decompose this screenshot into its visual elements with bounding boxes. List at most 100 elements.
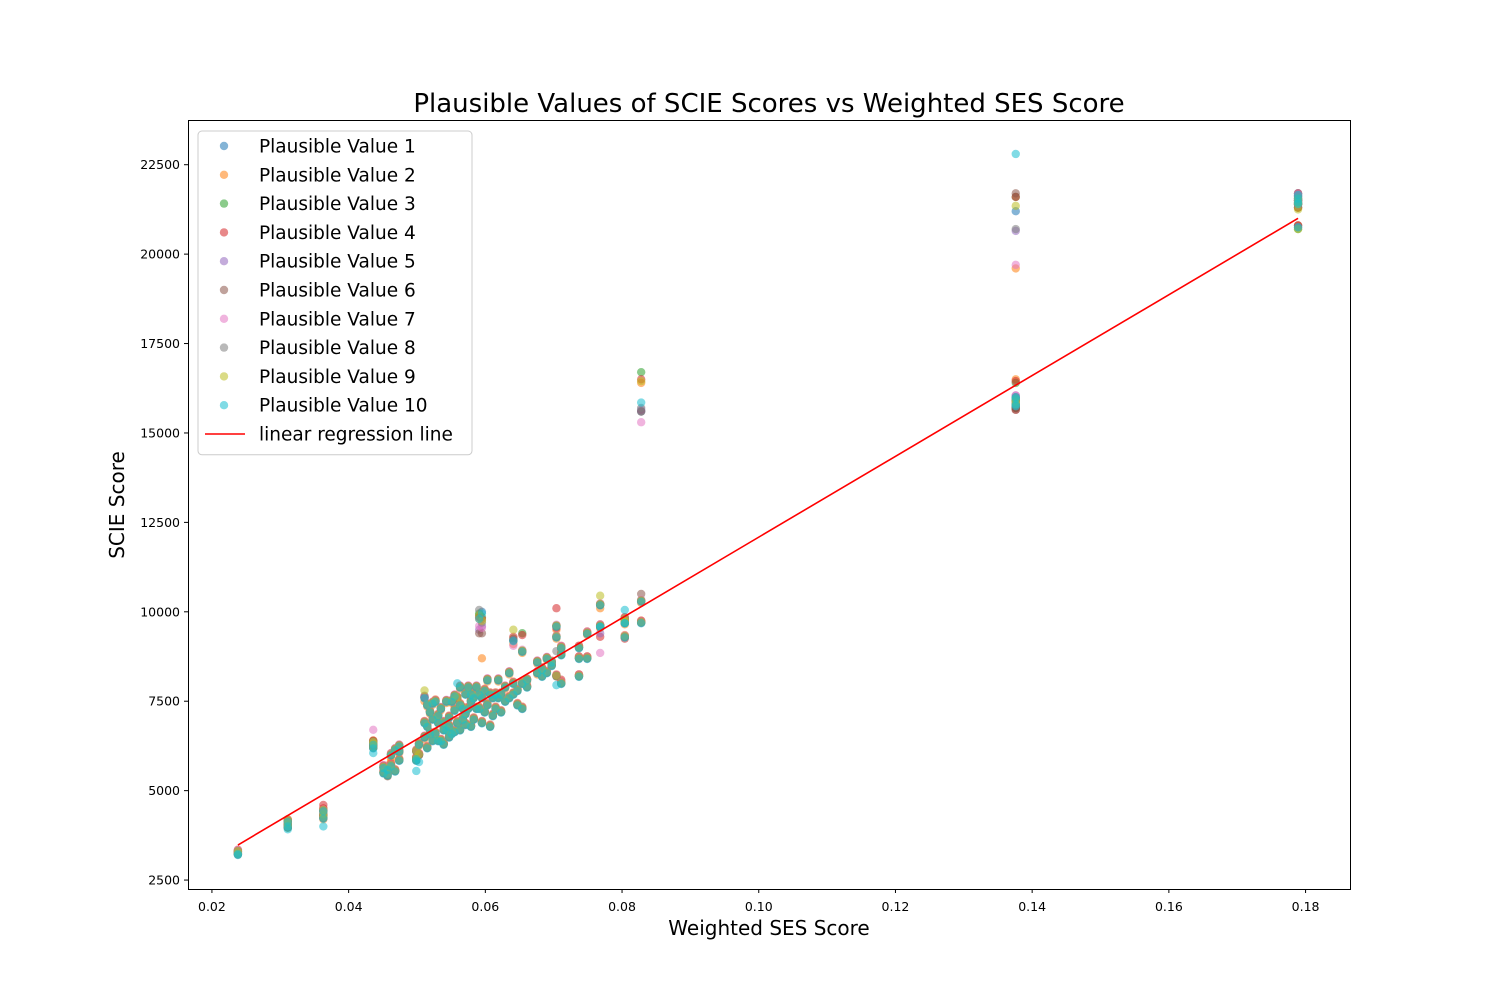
scatter-point-series-10	[557, 679, 566, 689]
scatter-point-series-10	[513, 687, 522, 696]
scatter-point-series-10	[574, 672, 584, 682]
x-tick-label: 0.16	[1155, 899, 1183, 914]
scatter-point-series-10	[1011, 400, 1020, 409]
scatter-point-series-10	[464, 683, 473, 692]
scatter-point-series-10	[233, 850, 243, 860]
scatter-point-series-10	[485, 722, 495, 732]
scatter-point-series-10	[395, 756, 404, 766]
scatter-point-series-10	[505, 669, 514, 678]
legend-label: Plausible Value 3	[259, 194, 416, 215]
legend: Plausible Value 1 Plausible Value 2 Plausi…	[197, 130, 473, 456]
scatter-point-series-6	[1011, 189, 1020, 198]
scatter-point-series-8	[1011, 224, 1020, 234]
scatter-point-series-10	[1293, 223, 1303, 232]
legend-marker	[219, 257, 229, 266]
scatter-point-series-10	[444, 722, 454, 732]
legend-label: Plausible Value 6	[259, 281, 416, 302]
legend-box	[197, 130, 473, 456]
scatter-point-series-10	[547, 661, 556, 671]
scatter-point-series-10	[420, 694, 429, 703]
scatter-point-series-10	[620, 633, 629, 642]
scatter-point-series-10	[425, 708, 435, 717]
scatter-point-series-10	[552, 633, 561, 642]
scatter-point-series-10	[477, 719, 487, 728]
scatter-point-series-10	[283, 817, 292, 827]
legend-marker	[219, 199, 229, 208]
scatter-point-series-10	[1011, 149, 1020, 159]
scatter-point-series-4	[552, 604, 561, 613]
scatter-point-series-10	[542, 669, 552, 678]
scatter-point-series-10	[636, 619, 646, 628]
legend-label: Plausible Value 10	[259, 396, 428, 417]
y-tick-label: 17500	[140, 336, 180, 351]
y-tick-label: 10000	[140, 604, 180, 619]
scatter-point-series-10	[319, 814, 328, 823]
scatter-point-series-10	[436, 704, 446, 714]
legend-marker	[219, 170, 229, 179]
scatter-point-series-9	[420, 686, 429, 695]
scatter-point-series-10	[477, 694, 487, 703]
scatter-point-series-10	[574, 654, 584, 664]
scatter-point-series-10	[595, 601, 605, 610]
scatter-point-series-7	[636, 418, 646, 427]
x-tick-label: 0.18	[1292, 899, 1320, 914]
scatter-point-series-10	[455, 683, 465, 692]
x-tick-label: 0.12	[882, 899, 910, 914]
scatter-point-series-10	[518, 647, 527, 657]
scatter-point-series-10	[477, 609, 487, 618]
scatter-point-series-10	[620, 619, 629, 628]
scatter-point-series-10	[455, 726, 465, 735]
x-tick-label: 0.14	[1018, 899, 1046, 914]
scatter-point-series-10	[496, 690, 506, 699]
scatter-point-series-10	[444, 713, 454, 723]
scatter-point-series-5	[595, 629, 605, 638]
scatter-point-series-10	[522, 676, 532, 685]
scatter-point-series-10	[469, 715, 478, 725]
scatter-point-series-10	[412, 766, 421, 776]
x-axis-title: Weighted SES Score	[668, 916, 869, 940]
scatter-point-series-10	[414, 757, 424, 767]
x-tick-label: 0.02	[198, 899, 226, 914]
legend-label: Plausible Value 2	[259, 165, 416, 186]
y-tick-label: 15000	[140, 425, 180, 440]
scatter-point-series-10	[636, 597, 646, 606]
legend-marker	[219, 343, 229, 352]
y-tick-label: 5000	[148, 783, 180, 798]
scatter-point-series-10	[433, 712, 443, 721]
scatter-point-series-10	[1011, 393, 1020, 402]
scatter-point-series-10	[552, 622, 561, 632]
scatter-point-series-10	[466, 722, 476, 732]
y-axis-title: SCIE Score	[105, 451, 129, 559]
scatter-point-series-7	[595, 648, 605, 658]
scatter-point-series-9	[1011, 201, 1020, 211]
y-tick-label: 7500	[148, 694, 180, 709]
legend-marker	[219, 141, 229, 151]
scatter-point-series-10	[480, 708, 489, 717]
scatter-point-series-9	[552, 671, 561, 680]
scatter-point-series-7	[369, 725, 378, 735]
scatter-point-series-10	[522, 683, 532, 692]
scatter-point-series-10	[557, 644, 566, 653]
scatter-point-series-10	[450, 706, 459, 716]
scatter-point-series-10	[319, 822, 328, 831]
scatter-point-series-10	[483, 676, 492, 685]
x-tick-label: 0.04	[335, 899, 363, 914]
legend-marker	[219, 401, 229, 410]
scatter-point-series-10	[319, 807, 328, 816]
scatter-point-series-10	[582, 629, 592, 639]
scatter-point-series-10	[423, 722, 432, 732]
legend-label: Plausible Value 8	[259, 338, 416, 359]
scatter-point-series-10	[574, 644, 584, 653]
x-tick-label: 0.10	[745, 899, 773, 914]
legend-marker	[219, 372, 229, 381]
scatter-point-series-10	[472, 683, 481, 692]
scatter-point-series-10	[496, 708, 506, 717]
y-tick-label: 12500	[140, 515, 180, 530]
legend-label: Plausible Value 5	[259, 252, 416, 273]
scatter-point-series-10	[494, 676, 503, 685]
scatter-point-series-10	[488, 712, 498, 721]
scatter-point-series-10	[509, 636, 518, 646]
scatter-point-series-7	[1011, 260, 1020, 270]
scatter-point-series-10	[431, 729, 440, 739]
